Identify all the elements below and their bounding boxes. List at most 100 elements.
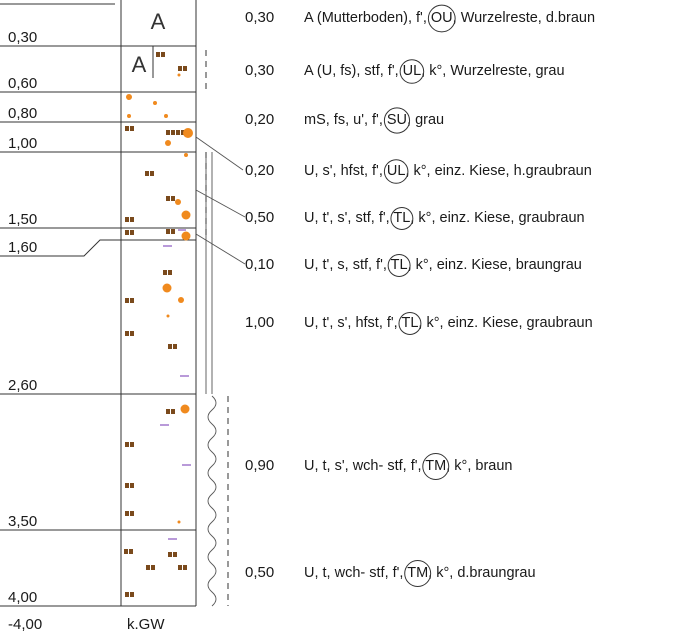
soil-code: SU bbox=[387, 112, 407, 128]
desc-suffix: , k°, einz. Kiese, h.graubraun bbox=[405, 163, 591, 179]
silt-mark bbox=[130, 592, 134, 597]
depth-label: 4,00 bbox=[8, 589, 37, 606]
desc-suffix: , k°, Wurzelreste, grau bbox=[421, 63, 564, 79]
column-header-a1: A bbox=[151, 9, 166, 34]
desc-suffix: , k°, einz. Kiese, graubraun bbox=[418, 315, 592, 331]
silt-mark bbox=[178, 66, 182, 71]
leader-1 bbox=[195, 136, 244, 171]
layer-description: mS, fs, u', f', SU, grau bbox=[304, 112, 444, 128]
depth-label: 0,60 bbox=[8, 75, 37, 92]
layer-description: U, t, wch- stf, f', TM, k°, d.braungrau bbox=[304, 565, 536, 581]
sand-mark bbox=[126, 94, 132, 100]
silt-mark bbox=[168, 344, 172, 349]
clay-symbols bbox=[160, 229, 191, 540]
soil-code-circles bbox=[383, 4, 456, 587]
sand-mark bbox=[127, 114, 131, 118]
silt-mark bbox=[151, 565, 155, 570]
silt-mark bbox=[178, 565, 182, 570]
layer-thickness: 1,00 bbox=[245, 314, 274, 331]
sand-mark bbox=[183, 128, 193, 138]
depth-label: 2,60 bbox=[8, 377, 37, 394]
leader-2 bbox=[195, 189, 246, 218]
silt-mark bbox=[171, 409, 175, 414]
soil-code-circle bbox=[390, 207, 414, 230]
column-header-a2: A bbox=[132, 52, 147, 77]
layer-description: U, t', s', stf, f', TL, k°, einz. Kiese,… bbox=[304, 210, 585, 226]
layer-description: U, t', s, stf, f', TL, k°, einz. Kiese, … bbox=[304, 257, 582, 273]
silt-mark bbox=[156, 52, 160, 57]
sand-mark bbox=[175, 199, 181, 205]
desc-suffix: , k°, braun bbox=[446, 458, 512, 474]
silt-mark bbox=[161, 52, 165, 57]
sand-mark bbox=[181, 210, 191, 220]
layer-thickness: 0,30 bbox=[245, 9, 274, 26]
sand-mark bbox=[180, 404, 190, 414]
layer-thickness: 0,50 bbox=[245, 564, 274, 581]
desc-suffix: , k°, einz. Kiese, braungrau bbox=[408, 257, 582, 273]
soil-code-circle bbox=[383, 159, 409, 184]
desc-prefix: U, t', s', stf, f', bbox=[304, 210, 393, 226]
silt-mark bbox=[129, 549, 133, 554]
soil-code: TL bbox=[401, 315, 418, 331]
silt-mark bbox=[166, 409, 170, 414]
silt-mark bbox=[124, 549, 128, 554]
groundwater-label: k.GW bbox=[127, 616, 165, 633]
layer-description: U, t, s', wch- stf, f', TM, k°, braun bbox=[304, 458, 512, 474]
soil-code-circle bbox=[387, 254, 411, 277]
silt-mark bbox=[130, 298, 134, 303]
soil-code: TL bbox=[393, 210, 410, 226]
silt-mark bbox=[173, 552, 177, 557]
soft-consistency-wave bbox=[207, 395, 217, 607]
desc-prefix: U, t', s, stf, f', bbox=[304, 257, 391, 273]
sand-mark bbox=[178, 297, 184, 303]
silt-mark bbox=[150, 171, 154, 176]
desc-prefix: A (Mutterboden), f', bbox=[304, 10, 431, 26]
silt-mark bbox=[125, 592, 129, 597]
depth-label: 0,80 bbox=[8, 105, 37, 122]
silt-mark bbox=[171, 229, 175, 234]
depth-labels: 0,30 0,60 0,80 1,00 1,50 1,60 2,60 3,50 … bbox=[8, 29, 42, 633]
layer-boundaries bbox=[0, 45, 196, 607]
layer-description: U, t', s', hfst, f', TL, k°, einz. Kiese… bbox=[304, 315, 593, 331]
silt-mark bbox=[183, 565, 187, 570]
soil-code-circle bbox=[398, 312, 422, 335]
silt-mark bbox=[125, 230, 129, 235]
soil-code-circle bbox=[427, 4, 456, 33]
layer-thickness: 0,20 bbox=[245, 162, 274, 179]
layer-row: 1,00 U, t', s', hfst, f', TL, k°, einz. … bbox=[245, 314, 593, 331]
silt-mark bbox=[130, 217, 134, 222]
silt-mark bbox=[181, 130, 185, 135]
layer-row: 0,50 U, t', s', stf, f', TL, k°, einz. K… bbox=[245, 209, 585, 226]
layer-row: 0,50 U, t, wch- stf, f', TM, k°, d.braun… bbox=[245, 564, 536, 581]
desc-suffix: , Wurzelreste, d.braun bbox=[453, 10, 595, 26]
silt-mark bbox=[130, 483, 134, 488]
silt-mark bbox=[125, 126, 129, 131]
silt-mark bbox=[166, 130, 170, 135]
sand-mark bbox=[177, 520, 181, 524]
depth-label: 1,00 bbox=[8, 135, 37, 152]
sand-mark bbox=[164, 114, 168, 118]
silt-mark bbox=[125, 217, 129, 222]
silt-mark bbox=[176, 130, 180, 135]
sand-mark bbox=[165, 140, 171, 146]
silt-mark bbox=[173, 344, 177, 349]
silt-mark bbox=[125, 442, 129, 447]
depth-label: 3,50 bbox=[8, 513, 37, 530]
soil-code: OU bbox=[431, 10, 453, 26]
sand-mark bbox=[153, 101, 157, 105]
soil-code-circle bbox=[404, 560, 432, 587]
layer-thickness: 0,10 bbox=[245, 256, 274, 273]
layer-row: 0,30 A (Mutterboden), f', OU, Wurzelrest… bbox=[245, 9, 595, 26]
soil-symbols bbox=[124, 52, 193, 597]
soil-code: UL bbox=[403, 63, 422, 79]
layer-row: 0,10 U, t', s, stf, f', TL, k°, einz. Ki… bbox=[245, 256, 582, 273]
silt-mark bbox=[130, 230, 134, 235]
layer-thickness: 0,20 bbox=[245, 111, 274, 128]
sand-symbols bbox=[126, 73, 193, 524]
layer-row: 0,90 U, t, s', wch- stf, f', TM, k°, bra… bbox=[245, 457, 512, 474]
silt-mark bbox=[130, 126, 134, 131]
desc-prefix: A (U, fs), stf, f', bbox=[304, 63, 403, 79]
sand-mark bbox=[177, 73, 181, 77]
silt-mark bbox=[125, 298, 129, 303]
layer-description: A (Mutterboden), f', OU, Wurzelreste, d.… bbox=[304, 10, 595, 26]
